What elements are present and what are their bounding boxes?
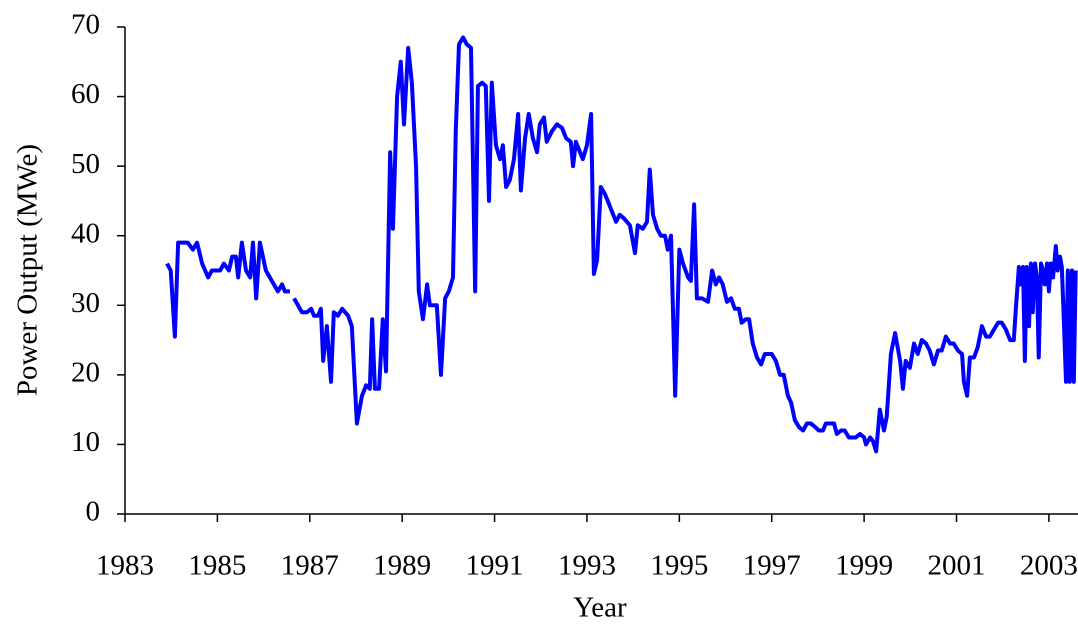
- x-tick-label: 1997: [743, 550, 801, 582]
- x-axis-label: Year: [573, 592, 627, 624]
- x-tick-label: 2001: [928, 550, 986, 582]
- y-tick-label: 10: [71, 426, 100, 458]
- y-tick-label: 30: [71, 287, 100, 319]
- y-tick-label: 0: [86, 496, 101, 528]
- y-tick-label: 60: [71, 78, 100, 110]
- x-tick-label: 1999: [835, 550, 893, 582]
- x-tick-label: 1987: [281, 550, 339, 582]
- x-tick-label: 1993: [558, 550, 616, 582]
- x-tick-label: 1995: [650, 550, 708, 582]
- y-tick-label: 70: [71, 9, 100, 41]
- x-tick-label: 2003: [1020, 550, 1078, 582]
- y-axis-label: Power Output (MWe): [12, 144, 44, 396]
- x-tick-label: 1985: [188, 550, 246, 582]
- data-line: [165, 35, 1078, 454]
- y-tick-label: 20: [71, 357, 100, 389]
- y-tick-label: 50: [71, 148, 100, 180]
- x-tick-label: 1983: [96, 550, 154, 582]
- y-tick-label: 40: [71, 217, 100, 249]
- x-tick-label: 1989: [373, 550, 431, 582]
- x-tick-label: 1991: [466, 550, 524, 582]
